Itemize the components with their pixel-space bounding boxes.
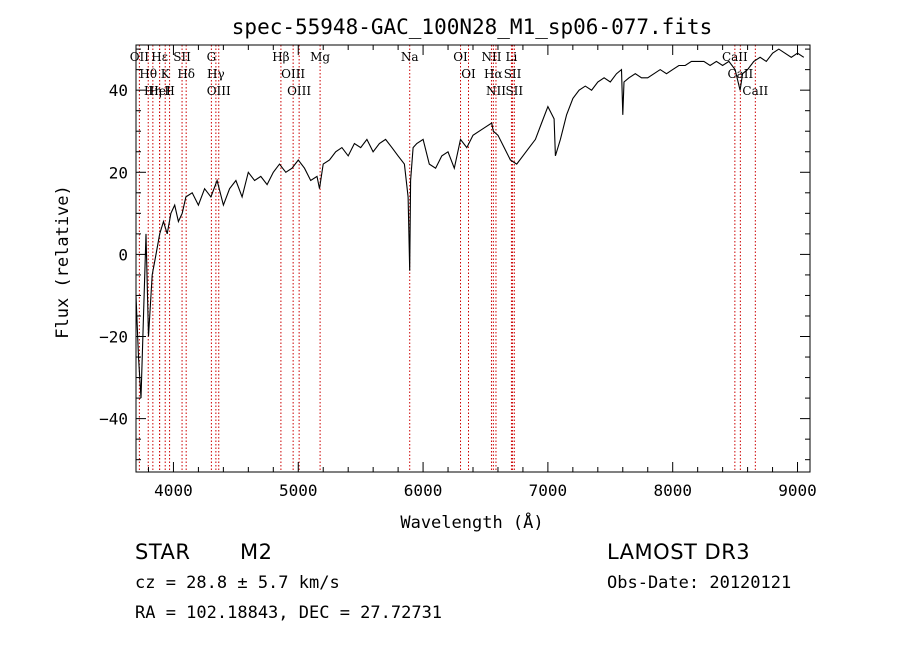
- line-label-26: CaII: [727, 67, 753, 81]
- x-tick-label-3: 7000: [529, 481, 568, 500]
- line-label-10: Hγ: [207, 67, 225, 81]
- y-tick-label-4: 40: [109, 81, 128, 100]
- line-label-16: Na: [401, 50, 419, 64]
- obs-date-text: Obs-Date: 20120121: [607, 573, 792, 593]
- chart-title: spec-55948-GAC_100N28_M1_sp06-077.fits: [232, 15, 712, 39]
- plot-frame: [135, 44, 811, 473]
- y-tick-label-2: 0: [118, 245, 128, 264]
- line-label-25: CaII: [722, 50, 748, 64]
- line-label-8: Hδ: [177, 67, 195, 81]
- line-label-19: NII: [481, 50, 501, 64]
- line-label-18: OI: [461, 67, 476, 81]
- line-label-17: OI: [453, 50, 468, 64]
- spectrum-line: [135, 48, 805, 399]
- axis-ticks: 4000 5000 6000 7000 8000 9000 −40 −20 0 20 40: [99, 45, 817, 500]
- redshift-text: cz = 28.8 ± 5.7 km/s: [135, 573, 340, 593]
- coordinates-text: RA = 102.18843, DEC = 27.72731: [135, 603, 443, 623]
- x-tick-label-5: 9000: [778, 481, 817, 500]
- line-label-0: OII: [130, 50, 150, 64]
- y-tick-label-1: −20: [99, 328, 128, 347]
- line-label-13: OIII: [281, 67, 305, 81]
- line-label-22: Li: [506, 50, 518, 64]
- y-axis-label: Flux (relative): [53, 185, 73, 339]
- spectral-line-markers: [138, 45, 756, 472]
- line-label-1: Hθ: [139, 67, 157, 81]
- line-label-12: Hβ: [272, 50, 289, 64]
- survey-label: LAMOST DR3: [607, 540, 751, 564]
- line-label-23: SII: [504, 67, 522, 81]
- x-tick-label-0: 4000: [154, 481, 193, 500]
- line-label-9: G: [207, 50, 217, 64]
- subclass-label: M2: [240, 540, 273, 564]
- line-label-5: K: [161, 67, 171, 81]
- line-label-11: OIII: [207, 84, 231, 98]
- line-label-7: SII: [173, 50, 191, 64]
- line-label-4: HeI: [148, 84, 171, 98]
- line-labels: OII Hθ Hη Hε HeI KH SII Hδ G Hγ OIII Hβ OIII OIII Mg Na…: [130, 50, 769, 98]
- line-label-14: OIII: [287, 84, 311, 98]
- line-label-6: H: [164, 84, 174, 98]
- line-label-15: Mg: [310, 50, 330, 64]
- y-tick-label-0: −40: [99, 410, 128, 429]
- line-label-24: SII: [505, 84, 523, 98]
- class-label: STAR: [135, 540, 191, 564]
- line-label-21: NII: [486, 84, 506, 98]
- y-tick-label-3: 20: [109, 163, 128, 182]
- line-label-2: Hη: [144, 84, 162, 98]
- line-label-20: Hα: [484, 67, 503, 81]
- x-tick-label-2: 6000: [404, 481, 443, 500]
- spectrum-series: [135, 48, 805, 399]
- line-label-3: Hε: [151, 50, 168, 64]
- x-axis-label: Wavelength (Å): [400, 511, 543, 533]
- line-label-27: CaII: [742, 84, 768, 98]
- x-tick-label-1: 5000: [279, 481, 318, 500]
- x-tick-label-4: 8000: [653, 481, 692, 500]
